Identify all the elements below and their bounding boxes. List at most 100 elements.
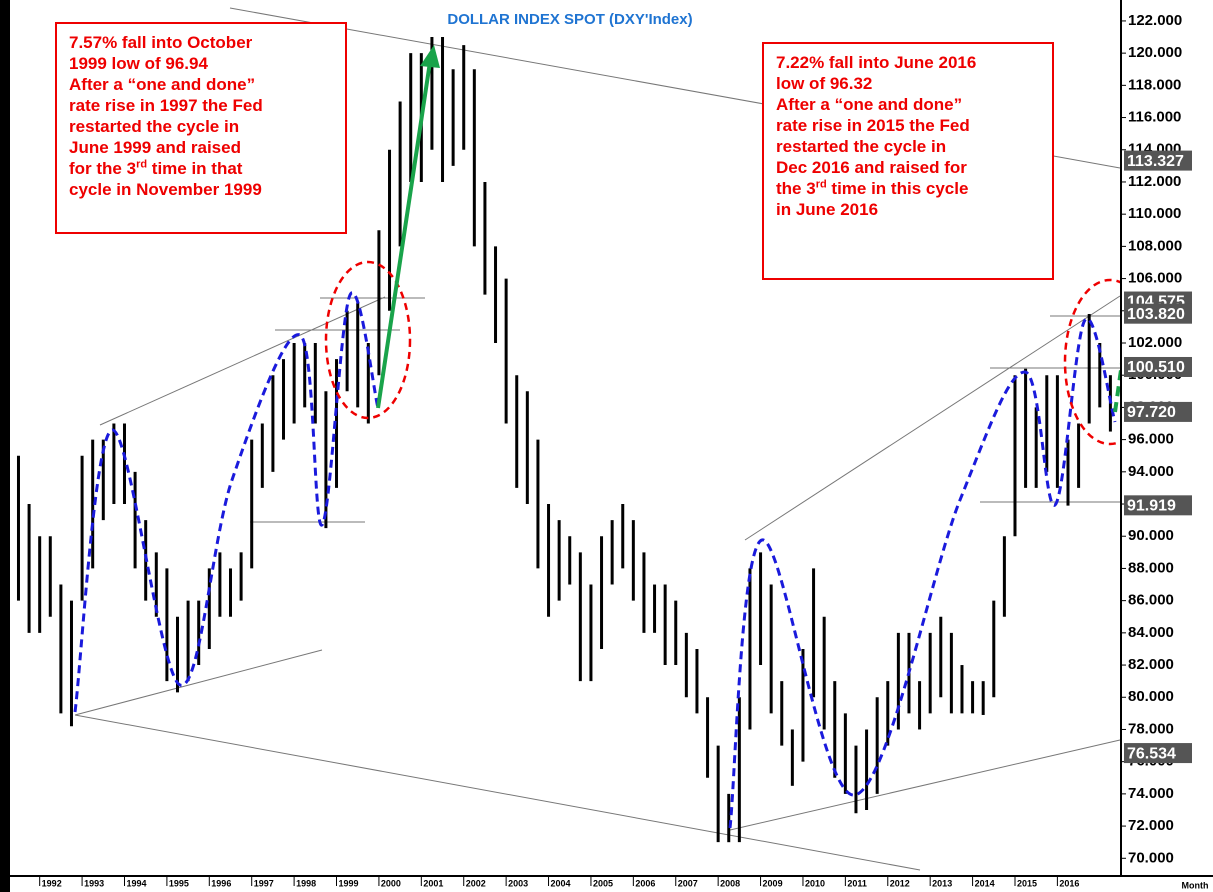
frame [0,0,10,892]
x-tick-label: 2002 [466,878,486,888]
y-tick-label: 72.000 [1128,817,1174,834]
y-tick-label: 84.000 [1128,624,1174,641]
y-tick-label: 112.000 [1128,173,1181,190]
annotation-line: rate rise in 2015 the Fed [776,116,970,135]
arrow [376,61,432,409]
x-tick-label: 1994 [126,878,146,888]
y-tick-label: 108.000 [1128,237,1182,254]
annotation-line: June 1999 and raised [69,138,241,157]
x-tick-label: 1998 [296,878,316,888]
y-axis-panel [1121,0,1213,875]
y-tick-label: 106.000 [1128,270,1182,287]
level-label: 100.510 [1127,359,1185,376]
x-tick-label: 2000 [381,878,401,888]
level-label: 97.720 [1127,404,1176,421]
level-box [1124,150,1192,171]
x-tick-label: 2014 [975,878,995,888]
level-box [1124,401,1192,422]
x-tick-label: 2010 [805,878,825,888]
annotation-text: rd [815,178,827,191]
chart-title: DOLLAR INDEX SPOT (DXY'Index) [447,11,692,28]
x-tick-label: 2016 [1059,878,1079,888]
y-tick-label: 102.000 [1128,334,1182,351]
cycle-curve [728,317,1117,829]
level-box [1124,495,1192,516]
x-tick-label: 1996 [211,878,231,888]
level-marker: 113.327 [1124,150,1192,171]
x-tick-label: 2012 [890,878,910,888]
annotation-line: the 3rd time in this cycle [776,178,1040,199]
annotation-text: time in that [147,159,243,178]
level-label: 76.534 [1127,745,1176,762]
level-marker: 91.919 [1124,495,1192,516]
x-tick-label: 1995 [169,878,189,888]
x-axis-label: Month [1182,880,1209,890]
y-tick-label: 80.000 [1128,688,1174,705]
y-tick-label: 70.000 [1128,849,1174,866]
annotation-line: 1999 low of 96.94 [69,54,208,73]
y-tick-label: 96.000 [1128,431,1174,448]
annotation-line: After a “one and done” [776,95,963,114]
level-label: 113.327 [1127,153,1184,170]
trend-line [74,649,323,716]
annotation-box: 7.22% fall into June 2016 low of 96.32 Aft… [762,42,1054,280]
x-tick-label: 2008 [720,878,740,888]
y-tick-label: 116.000 [1128,109,1181,126]
annotation-line: 7.22% fall into June 2016 [776,53,977,72]
y-tick-label: 82.000 [1128,656,1174,673]
trend-line [99,296,386,426]
x-tick-label: 2013 [932,878,952,888]
annotation-line: in June 2016 [776,200,879,219]
y-tick-label: 94.000 [1128,463,1174,480]
level-label: 91.919 [1127,498,1176,515]
annotation-line: restarted the cycle in [69,117,240,136]
axes: 70.00072.00074.00076.00078.00080.00082.0… [39,12,1192,888]
annotation-text: time in this cycle [826,179,969,198]
level-box [1124,303,1192,324]
y-tick-label: 118.000 [1128,76,1181,93]
x-tick-label: 2015 [1017,878,1037,888]
level-marker: 103.820 [1124,303,1192,324]
price-bars [16,37,1112,843]
x-tick-label: 1997 [254,878,274,888]
x-tick-label: 2011 [847,878,867,888]
y-tick-label: 120.000 [1128,44,1182,61]
level-marker: 100.510 [1124,356,1192,377]
x-tick-label: 1999 [339,878,359,888]
annotation-text: the 3 [776,179,816,198]
level-marker: 76.534 [1124,743,1192,764]
annotation-line: cycle in November 1999 [69,180,262,199]
annotation-line: for the 3rd time in that [69,158,333,179]
annotation-line: low of 96.32 [776,74,873,93]
level-box [1124,356,1192,377]
x-tick-label: 2004 [551,878,571,888]
annotation-line: 7.57% fall into October [69,33,253,52]
y-tick-label: 88.000 [1128,559,1174,576]
annotation-text: rd [136,158,148,171]
y-tick-label: 122.000 [1128,12,1182,29]
trend-line [729,739,1121,831]
trend-line [744,295,1121,541]
x-tick-label: 2009 [763,878,783,888]
level-box [1124,743,1192,764]
cycle-curve [73,291,380,713]
level-marker: 97.720 [1124,401,1192,422]
annotation-line: Dec 2016 and raised for [776,158,967,177]
y-tick-label: 90.000 [1128,527,1174,544]
annotation-line: restarted the cycle in [776,137,947,156]
x-tick-label: 2005 [593,878,613,888]
x-tick-label: 2006 [635,878,655,888]
annotation-line: After a “one and done” [69,75,256,94]
highlight-ellipse [324,260,412,420]
x-tick-label: 2003 [508,878,528,888]
x-tick-label: 1992 [42,878,62,888]
level-label: 103.820 [1127,306,1185,323]
y-tick-label: 74.000 [1128,785,1174,802]
x-tick-label: 1993 [84,878,104,888]
annotation-text: for the 3 [69,159,137,178]
trend-line [74,714,921,871]
annotation-box: 7.57% fall into October 1999 low of 96.94… [55,22,347,234]
arrow-head [420,45,440,68]
y-tick-label: 86.000 [1128,592,1174,609]
